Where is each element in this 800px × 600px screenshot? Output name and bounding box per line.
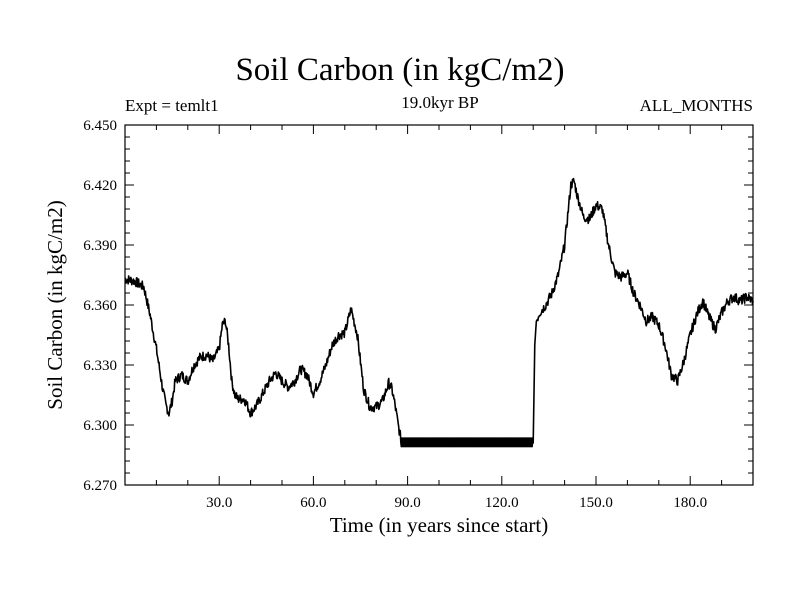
tick-labels: 30.0 60.0 90.0 120.0 150.0 180.0 6.270 6.300 6.3… xyxy=(83,118,707,511)
y-tick-label: 6.270 xyxy=(83,478,117,494)
y-tick-label: 6.300 xyxy=(83,418,117,434)
period-label: 19.0kyr BP xyxy=(401,93,479,112)
y-tick-label: 6.450 xyxy=(83,118,117,134)
page-title: Soil Carbon (in kgC/m2) xyxy=(235,52,565,88)
x-tick-label: 60.0 xyxy=(300,495,326,511)
axis-ticks xyxy=(124,124,754,486)
plot-frame xyxy=(124,124,754,486)
y-axis-title: Soil Carbon (in kgC/m2) xyxy=(43,200,67,409)
experiment-label: Expt = temlt1 xyxy=(125,96,219,115)
y-tick-label: 6.420 xyxy=(83,178,117,194)
x-tick-label: 90.0 xyxy=(394,495,420,511)
months-label: ALL_MONTHS xyxy=(639,96,753,115)
y-tick-label: 6.390 xyxy=(83,238,117,254)
x-axis-title: Time (in years since start) xyxy=(330,513,549,537)
x-tick-label: 30.0 xyxy=(206,495,232,511)
y-tick-label: 6.330 xyxy=(83,358,117,374)
series-line xyxy=(124,177,754,448)
x-tick-label: 150.0 xyxy=(579,495,613,511)
y-tick-label: 6.360 xyxy=(83,298,117,314)
x-tick-label: 180.0 xyxy=(673,495,707,511)
x-tick-label: 120.0 xyxy=(485,495,519,511)
